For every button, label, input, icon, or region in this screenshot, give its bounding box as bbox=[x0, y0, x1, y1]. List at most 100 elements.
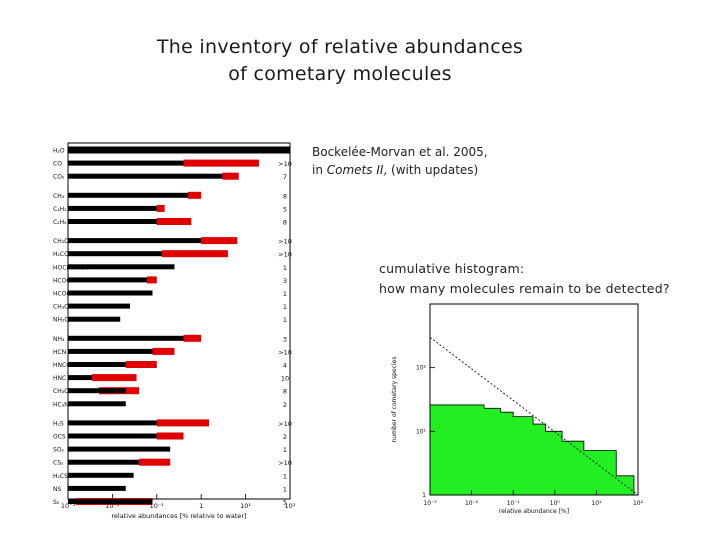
x-tick-label: 10⁻¹ bbox=[150, 502, 165, 510]
molecule-label: HCN bbox=[53, 349, 66, 356]
range-bar bbox=[68, 146, 290, 154]
molecule-label: OCS bbox=[53, 434, 66, 441]
molecule-label: C₂H₆ bbox=[53, 219, 67, 226]
range-bar bbox=[68, 388, 126, 394]
factor-label: >10 bbox=[278, 420, 292, 428]
x-axis-label: relative abundance [%] bbox=[499, 508, 569, 515]
factor-label: 4 bbox=[283, 362, 287, 370]
range-bar bbox=[68, 499, 153, 504]
range-bar bbox=[68, 472, 134, 478]
molecule-label: CS₂ bbox=[53, 460, 64, 467]
range-bar bbox=[68, 303, 131, 309]
molecule-label: H₂CO bbox=[53, 251, 69, 258]
range-bar bbox=[68, 316, 121, 322]
slide-title: The inventory of relative abundances of … bbox=[120, 34, 560, 88]
factor-label: >10 bbox=[278, 160, 292, 168]
upper-limit-bar bbox=[92, 374, 137, 382]
x-tick-label: 10² bbox=[633, 500, 644, 507]
factor-label: 5 bbox=[283, 205, 287, 213]
y-axis-label: number of cometary species bbox=[391, 357, 398, 443]
factor-label: 7 bbox=[283, 173, 287, 181]
upper-limit-bar bbox=[183, 334, 202, 342]
x-tick-label: 10⁻¹ bbox=[507, 500, 521, 507]
x-tick-label: 10¹ bbox=[591, 500, 602, 507]
title-line-1: The inventory of relative abundances bbox=[156, 36, 524, 58]
caption-line-2: how many molecules remain to be detected… bbox=[379, 281, 670, 296]
x-tick-label: 1 bbox=[199, 502, 203, 510]
range-bar bbox=[68, 348, 153, 354]
y-tick-label: 10¹ bbox=[416, 428, 427, 435]
range-bar bbox=[68, 192, 188, 198]
factor-label: 2 bbox=[283, 433, 287, 441]
factor-label: 1 bbox=[283, 264, 287, 272]
molecule-label: HNC bbox=[53, 375, 66, 382]
molecule-label: H₂O bbox=[53, 148, 65, 155]
molecule-label: CO₂ bbox=[53, 174, 65, 181]
molecule-label: H₂CS bbox=[53, 473, 68, 480]
x-tick-label: 10⁻³ bbox=[61, 502, 76, 510]
upper-limit-bar bbox=[201, 237, 238, 245]
upper-limit-bar bbox=[146, 276, 157, 284]
molecule-label: HCOOH bbox=[53, 277, 76, 284]
molecule-label: H₂S bbox=[53, 420, 64, 427]
molecule-label: S₂ bbox=[53, 499, 60, 506]
range-bar bbox=[68, 277, 147, 283]
plot-frame bbox=[429, 303, 639, 496]
factor-label: >10 bbox=[278, 348, 292, 356]
upper-limit-bar bbox=[156, 218, 192, 225]
molecule-label: NH₃ bbox=[53, 336, 65, 343]
molecule-label: HCOOCH₃ bbox=[53, 291, 83, 298]
factor-label: 2 bbox=[283, 401, 287, 409]
molecule-label: NH₂CHO bbox=[53, 317, 78, 324]
range-bar bbox=[68, 173, 223, 179]
upper-limit-bar bbox=[125, 361, 157, 368]
range-bar bbox=[68, 485, 126, 491]
x-tick-label: 10⁻² bbox=[465, 500, 479, 507]
molecule-label: CH₃CN bbox=[53, 388, 73, 395]
molecule-label: NS bbox=[53, 486, 61, 493]
upper-limit-bar bbox=[152, 347, 175, 355]
caption-line-1: cumulative histogram: bbox=[379, 261, 525, 276]
upper-limit-bar bbox=[187, 191, 202, 199]
citation: Bockelée-Morvan et al. 2005, in Comets I… bbox=[312, 143, 488, 179]
upper-limit-bar bbox=[156, 419, 210, 427]
fit-line bbox=[429, 336, 639, 496]
y-tick-label: 10² bbox=[416, 365, 427, 372]
factor-label: >10 bbox=[278, 251, 292, 259]
upper-limit-bar bbox=[156, 432, 184, 440]
citation-in: in bbox=[312, 163, 327, 177]
molecule-label: SO₂ bbox=[53, 447, 65, 454]
cumulative-histogram: 10⁻³ 10⁻² 10⁻¹ 10⁰ 10¹ 10² 1 10¹ 10² relative abu… bbox=[391, 303, 644, 515]
x-tick-label: 10⁻² bbox=[105, 502, 120, 510]
factor-label: 3 bbox=[283, 277, 287, 285]
factor-label: 8 bbox=[283, 219, 287, 227]
histogram-area bbox=[429, 404, 638, 496]
range-bar bbox=[68, 219, 157, 224]
citation-line-1: Bockelée-Morvan et al. 2005, bbox=[312, 145, 488, 159]
factor-label: 1 bbox=[283, 485, 287, 493]
factor-label: 1 bbox=[283, 290, 287, 298]
molecule-label: HNCO bbox=[53, 362, 71, 369]
x-tick-label: 10² bbox=[285, 502, 296, 510]
x-tick-label: 10¹ bbox=[240, 502, 251, 510]
factor-label: 1 bbox=[283, 303, 287, 311]
factor-label: 5 bbox=[283, 499, 287, 507]
title-line-2: of cometary molecules bbox=[228, 63, 452, 85]
range-bar bbox=[68, 205, 157, 211]
molecule-label: HC₃N bbox=[53, 401, 69, 408]
y-tick-label: 1 bbox=[422, 492, 426, 499]
upper-limit-bar bbox=[156, 204, 165, 212]
range-bar bbox=[68, 238, 202, 244]
molecule-label: CH₃CHO bbox=[53, 304, 78, 311]
factor-label: 8 bbox=[283, 388, 287, 396]
molecule-label: CH₃OH bbox=[53, 238, 73, 245]
x-tick-label: 10⁰ bbox=[550, 500, 561, 507]
range-bar bbox=[68, 401, 126, 407]
range-bar bbox=[68, 459, 140, 465]
molecule-label: CH₄ bbox=[53, 193, 65, 200]
molecule-label: C₂H₂ bbox=[53, 206, 67, 213]
factor-label: 1 bbox=[283, 316, 287, 324]
factor-label: 1 bbox=[283, 446, 287, 454]
factor-label: 8 bbox=[283, 192, 287, 200]
factor-label: >10 bbox=[278, 238, 292, 246]
